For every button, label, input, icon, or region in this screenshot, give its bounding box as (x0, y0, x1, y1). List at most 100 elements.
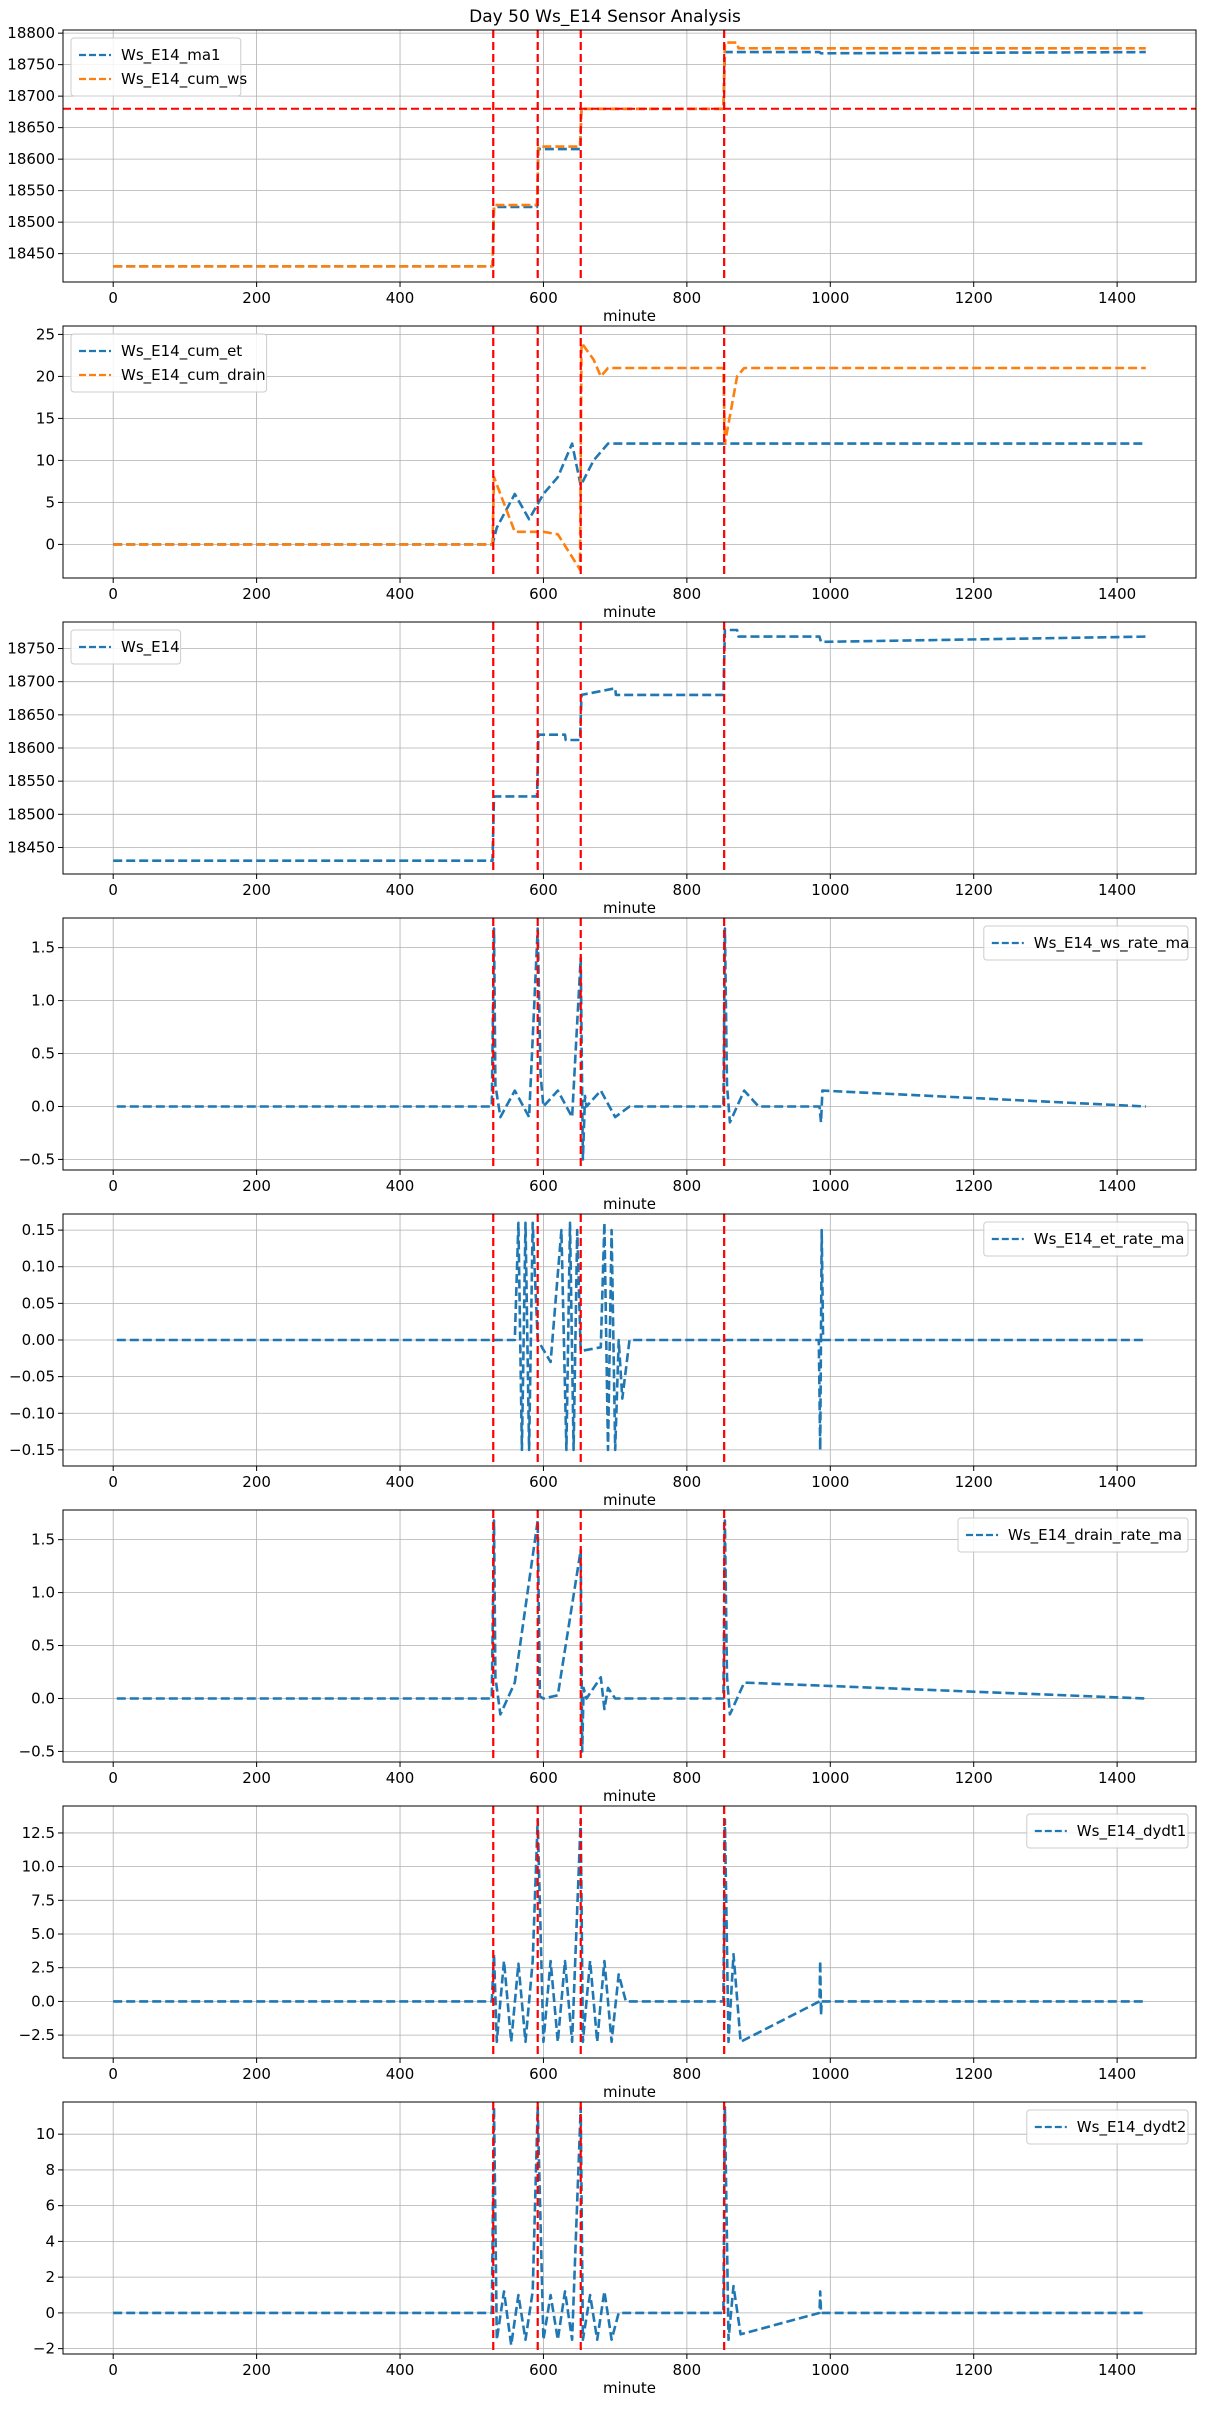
y-tick-label: −0.5 (19, 1150, 55, 1168)
legend-label: Ws_E14_ws_rate_ma (1034, 934, 1190, 953)
y-tick-label: 0.15 (22, 1221, 55, 1239)
x-tick-label: 600 (529, 585, 558, 603)
series-line-1 (116, 1221, 1146, 1452)
x-tick-label: 800 (673, 2065, 702, 2083)
x-tick-label: 1000 (811, 289, 849, 307)
chart-panel-3: 0 200 400 600 800 1000 1200 1400 18450 18500 18550… (7, 621, 1197, 917)
x-tick-label: 1400 (1098, 2065, 1136, 2083)
legend: Ws_E14 (70, 629, 182, 665)
x-axis-label: minute (603, 1195, 656, 1213)
legend-label: Ws_E14_dydt2 (1077, 2118, 1187, 2137)
legend: Ws_E14_dydt1 (1026, 1813, 1189, 1849)
series-group (113, 622, 1146, 874)
y-tick-label: 0.0 (31, 1097, 55, 1115)
chart-panel-2: 0 200 400 600 800 1000 1200 1400 0 5 10 15 20 25 minut… (36, 325, 1197, 621)
y-tick-label: −2.5 (19, 2026, 55, 2044)
y-tick-label: 0.0 (31, 1992, 55, 2010)
y-tick-label: 18550 (7, 772, 55, 790)
chart-panel-5: 0 200 400 600 800 1000 1200 1400 −0.15 −0.10 −0.05… (9, 1213, 1197, 1509)
x-tick-label: 800 (673, 881, 702, 899)
axes-frame (62, 1805, 1197, 2059)
y-tick-label: 8 (45, 2161, 55, 2179)
x-tick-label: 400 (386, 585, 415, 603)
y-tick-label: 10.0 (22, 1858, 55, 1876)
legend: Ws_E14_dydt2 (1026, 2109, 1189, 2145)
x-tick-label: 600 (529, 1177, 558, 1195)
y-tick-label: 1.0 (31, 992, 55, 1010)
y-tick-label: 15 (36, 409, 55, 427)
y-tick-label: 18450 (7, 838, 55, 856)
y-tick-label: 5 (45, 493, 55, 511)
series-line-1 (116, 927, 1146, 1161)
y-tick-label: −0.15 (9, 1441, 55, 1459)
x-tick-label: 200 (242, 585, 271, 603)
legend-box (70, 37, 242, 97)
legend-label: Ws_E14_cum_ws (121, 70, 247, 89)
x-tick-label: 400 (386, 881, 415, 899)
y-tick-label: 25 (36, 325, 55, 343)
y-tick-label: −0.05 (9, 1368, 55, 1386)
legend-label: Ws_E14_cum_drain (121, 366, 266, 385)
y-tick-label: 2.5 (31, 1959, 55, 1977)
series-line-1 (116, 1519, 1146, 1753)
x-tick-label: 1400 (1098, 585, 1136, 603)
y-tick-label: 0.0 (31, 1689, 55, 1707)
y-tick-label: 10 (36, 451, 55, 469)
y-tick-label: 18700 (7, 673, 55, 691)
legend-box (1026, 2109, 1189, 2145)
y-tick-label: 1.5 (31, 1531, 55, 1549)
x-tick-label: 200 (242, 1177, 271, 1195)
x-tick-label: 400 (386, 2361, 415, 2379)
chart-panel-7: 0 200 400 600 800 1000 1200 1400 −2.5 0.0 2.5 5.0 7.… (19, 1805, 1197, 2101)
legend: Ws_E14_cum_et Ws_E14_cum_drain (70, 333, 268, 393)
x-axis-label: minute (603, 307, 656, 325)
x-axis-label: minute (603, 899, 656, 917)
series-line-1 (113, 628, 1146, 863)
x-tick-label: 1000 (811, 1473, 849, 1491)
x-tick-label: 1400 (1098, 289, 1136, 307)
x-tick-label: 0 (108, 289, 118, 307)
y-tick-label: 0.05 (22, 1294, 55, 1312)
x-tick-label: 1000 (811, 2065, 849, 2083)
y-tick-label: 7.5 (31, 1891, 55, 1909)
chart-panel-6: 0 200 400 600 800 1000 1200 1400 −0.5 0.0 0.5 1.0 1.… (19, 1509, 1197, 1805)
y-tick-label: 18650 (7, 119, 55, 137)
x-tick-label: 800 (673, 289, 702, 307)
series-group (63, 30, 1196, 282)
chart-panel-4: 0 200 400 600 800 1000 1200 1400 −0.5 0.0 0.5 1.0 1.… (19, 917, 1197, 1213)
series-group (113, 2102, 1146, 2354)
y-tick-label: 18750 (7, 640, 55, 658)
y-tick-label: 18750 (7, 56, 55, 74)
x-tick-label: 1000 (811, 1177, 849, 1195)
x-tick-label: 1400 (1098, 1769, 1136, 1787)
x-tick-label: 0 (108, 585, 118, 603)
x-tick-label: 1000 (811, 881, 849, 899)
x-tick-label: 800 (673, 2361, 702, 2379)
x-tick-label: 200 (242, 1473, 271, 1491)
x-tick-label: 800 (673, 1177, 702, 1195)
y-tick-label: 18650 (7, 706, 55, 724)
axes-frame (62, 325, 1197, 579)
y-tick-label: 18600 (7, 150, 55, 168)
legend-label: Ws_E14_drain_rate_ma (1008, 1526, 1182, 1545)
y-tick-label: 4 (45, 2232, 55, 2250)
chart-panel-1: 0 200 400 600 800 1000 1200 1400 18450 18500 18550… (7, 24, 1197, 325)
x-tick-label: 600 (529, 2065, 558, 2083)
legend: Ws_E14_ma1 Ws_E14_cum_ws (70, 37, 247, 97)
x-tick-label: 1400 (1098, 881, 1136, 899)
series-line-1 (113, 442, 1146, 546)
x-tick-label: 1000 (811, 1769, 849, 1787)
x-tick-label: 600 (529, 881, 558, 899)
x-tick-label: 400 (386, 2065, 415, 2083)
y-tick-label: 18800 (7, 24, 55, 42)
series-group (113, 326, 1146, 578)
y-tick-label: −0.10 (9, 1404, 55, 1422)
x-tick-label: 1200 (955, 1177, 993, 1195)
x-tick-label: 1200 (955, 1769, 993, 1787)
y-tick-label: 18700 (7, 87, 55, 105)
x-tick-label: 600 (529, 1769, 558, 1787)
x-tick-label: 400 (386, 1177, 415, 1195)
x-axis-label: minute (603, 603, 656, 621)
legend: Ws_E14_drain_rate_ma (957, 1517, 1189, 1553)
